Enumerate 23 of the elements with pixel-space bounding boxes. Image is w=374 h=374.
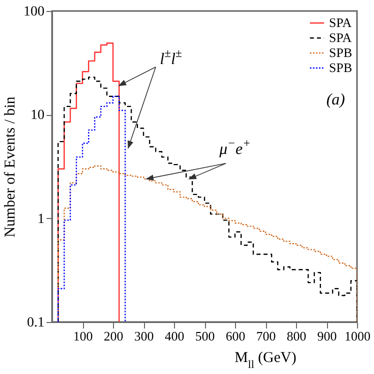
y-tick-label: 10 — [30, 108, 44, 124]
legend-label: SPB — [329, 60, 352, 75]
y-axis-title: Number of Events / bin — [2, 96, 18, 238]
x-tick-label: 700 — [256, 328, 276, 344]
x-tick-label: 800 — [286, 328, 306, 344]
x-tick-label: 300 — [134, 328, 154, 344]
x-axis-title: M$_{ll}$ (GeV) — [234, 350, 296, 371]
legend-label: SPA — [329, 30, 352, 45]
annotation: μ$^{−}$e$^{+}$ — [218, 136, 251, 158]
x-tick-label: 1000 — [344, 328, 370, 344]
legend-label: SPB — [329, 45, 352, 60]
x-tick-label: 600 — [226, 328, 246, 344]
y-tick-label: 0.1 — [27, 316, 44, 330]
x-tick-label: 400 — [164, 328, 184, 344]
legend-label: SPA — [329, 15, 352, 30]
y-tick-label: 100 — [24, 4, 44, 20]
x-tick-label: 500 — [195, 328, 215, 344]
y-tick-label: 1 — [38, 212, 44, 227]
annotation: l$^{±}$l$^{±}$ — [160, 46, 182, 68]
annotation: (a) — [326, 91, 345, 108]
x-tick-label: 100 — [73, 328, 93, 344]
x-tick-label: 200 — [104, 328, 124, 344]
x-tick-label: 900 — [317, 328, 337, 344]
